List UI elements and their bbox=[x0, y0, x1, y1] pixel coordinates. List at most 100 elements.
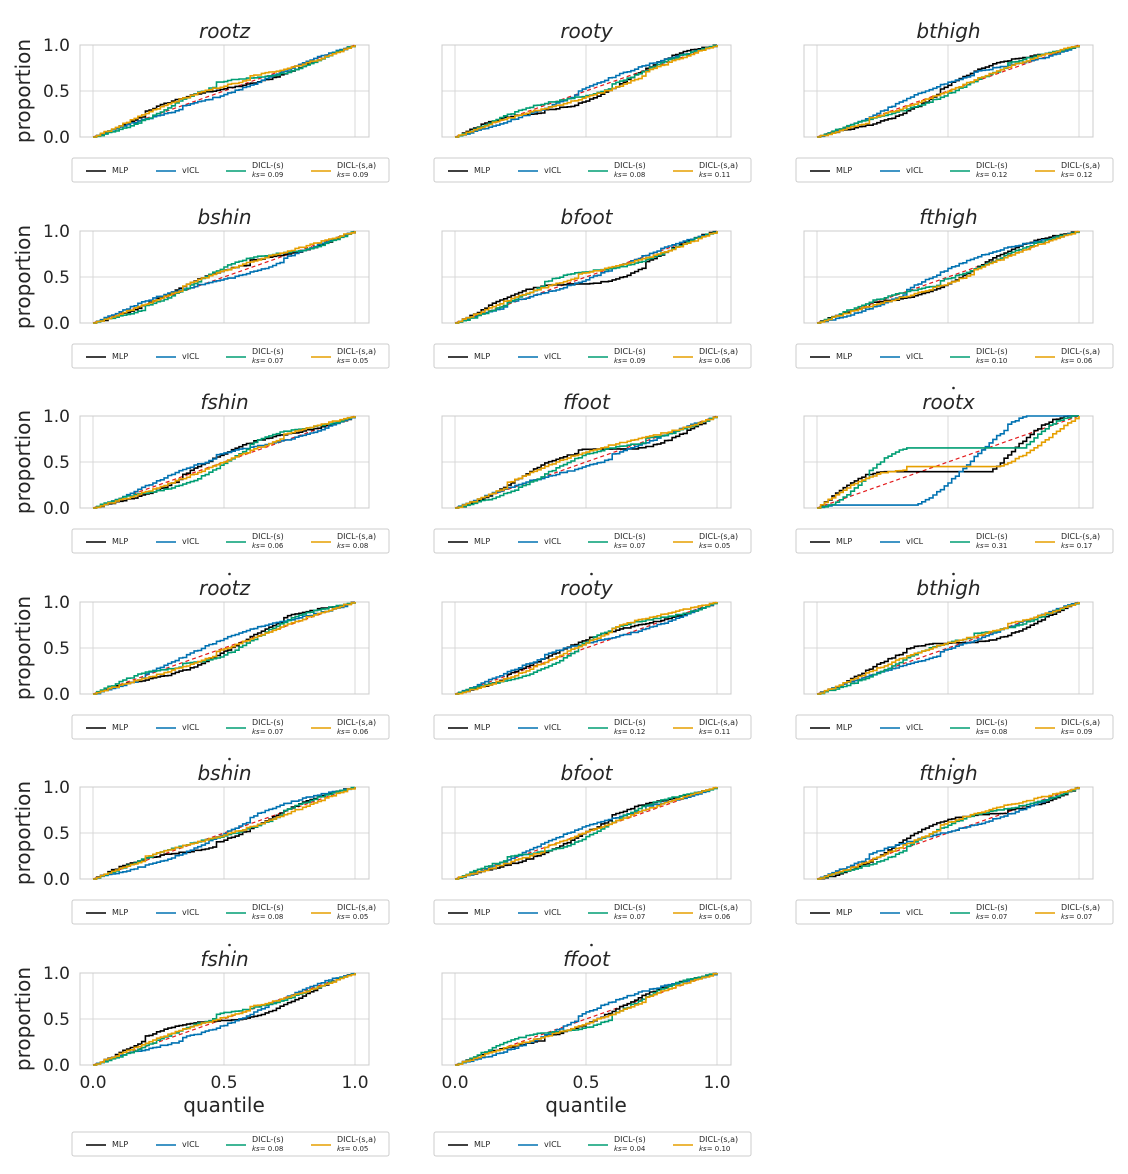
legend-label: DICL-(s) bbox=[252, 161, 284, 170]
legend-ks-value: ks= 0.12 bbox=[614, 728, 645, 736]
legend-frame bbox=[795, 157, 1114, 183]
axes-frame bbox=[79, 972, 370, 1066]
subplot-2: rooty MLP vICL DICL-(s)ks= 0.08 DICL-(s,a)ks… bbox=[433, 19, 752, 183]
reference-diagonal bbox=[454, 230, 718, 324]
legend-label: MLP bbox=[474, 352, 490, 361]
y-tick-label: 0.0 bbox=[43, 685, 70, 705]
legend-label: DICL-(s) bbox=[614, 718, 646, 727]
axes-frame bbox=[441, 786, 732, 880]
legend-ks-value: ks= 0.08 bbox=[337, 542, 368, 550]
subplot-title: rooty bbox=[560, 19, 614, 43]
x-tick-label: 1.0 bbox=[703, 1073, 730, 1093]
reference-diagonal bbox=[816, 415, 1080, 509]
subplot-6: fthigh MLP vICL DICL-(s)ks= 0.10 DICL-(s,a)k… bbox=[795, 205, 1114, 369]
x-tick-label: 0.0 bbox=[79, 1073, 106, 1093]
legend-label: DICL-(s,a) bbox=[337, 718, 376, 727]
series-line-vicl bbox=[93, 602, 356, 695]
legend-ks-value: ks= 0.05 bbox=[337, 913, 368, 921]
axes-frame bbox=[441, 44, 732, 138]
series-line-dicl-s-a- bbox=[455, 601, 718, 695]
subplot-title: bshin bbox=[197, 205, 251, 229]
legend-label: MLP bbox=[112, 537, 128, 546]
subplot-title: bshin bbox=[197, 761, 251, 785]
legend-label: DICL-(s,a) bbox=[699, 718, 738, 727]
legend-ks-value: ks= 0.07 bbox=[614, 913, 645, 921]
legend-label: DICL-(s,a) bbox=[1061, 903, 1100, 912]
series-line-dicl-s- bbox=[455, 787, 718, 880]
legend: MLP vICL DICL-(s)ks= 0.07 DICL-(s,a)ks= 0.0… bbox=[433, 899, 752, 925]
legend-label: vICL bbox=[544, 1140, 562, 1149]
y-tick-label: 0.0 bbox=[43, 128, 70, 148]
legend-label: DICL-(s,a) bbox=[1061, 161, 1100, 170]
legend-frame bbox=[433, 714, 752, 740]
subplot-title: fshin bbox=[200, 390, 248, 414]
axes-frame bbox=[803, 230, 1094, 324]
legend-label: DICL-(s,a) bbox=[699, 347, 738, 356]
legend-ks-value: ks= 0.08 bbox=[252, 1145, 283, 1153]
series-line-mlp bbox=[817, 415, 1079, 509]
y-tick-label: 1.0 bbox=[43, 222, 70, 242]
legend-frame bbox=[433, 157, 752, 183]
subplot-8: ffoot MLP vICL DICL-(s)ks= 0.07 DICL-(s,a)ks… bbox=[433, 390, 752, 554]
legend-frame bbox=[433, 1131, 752, 1157]
legend-ks-value: ks= 0.06 bbox=[1061, 357, 1093, 365]
legend-label: DICL-(s) bbox=[614, 532, 646, 541]
legend: MLP vICL DICL-(s)ks= 0.08 DICL-(s,a)ks= 0.0… bbox=[71, 899, 390, 925]
legend-frame bbox=[71, 899, 390, 925]
legend-ks-value: ks= 0.09 bbox=[614, 357, 645, 365]
legend-ks-value: ks= 0.06 bbox=[252, 542, 284, 550]
legend-label: DICL-(s) bbox=[252, 1135, 284, 1144]
derivative-dot-marker bbox=[228, 757, 231, 761]
y-tick-label: 1.0 bbox=[43, 407, 70, 427]
y-tick-label: 0.5 bbox=[43, 1010, 70, 1030]
x-tick-label: 1.0 bbox=[341, 1073, 368, 1093]
legend-ks-value: ks= 0.05 bbox=[337, 357, 368, 365]
legend-label: MLP bbox=[836, 723, 852, 732]
legend-frame bbox=[71, 343, 390, 369]
derivative-dot-marker bbox=[590, 572, 593, 576]
legend-label: DICL-(s) bbox=[976, 903, 1008, 912]
legend-ks-value: ks= 0.06 bbox=[699, 913, 731, 921]
series-line-dicl-s- bbox=[93, 602, 356, 695]
subplot-title: bthigh bbox=[916, 576, 980, 600]
legend-label: vICL bbox=[906, 537, 924, 546]
legend: MLP vICL DICL-(s)ks= 0.06 DICL-(s,a)ks= 0.0… bbox=[71, 528, 390, 554]
subplot-5: bfoot MLP vICL DICL-(s)ks= 0.09 DICL-(s,a)ks… bbox=[433, 205, 752, 369]
legend-label: MLP bbox=[112, 352, 128, 361]
legend-label: DICL-(s) bbox=[614, 347, 646, 356]
legend-label: MLP bbox=[112, 166, 128, 175]
legend-label: vICL bbox=[906, 166, 924, 175]
subplot-title: fthigh bbox=[919, 761, 978, 785]
legend-ks-value: ks= 0.08 bbox=[976, 728, 1007, 736]
legend-ks-value: ks= 0.04 bbox=[614, 1145, 646, 1153]
series-line-vicl bbox=[817, 415, 1079, 509]
axes-frame bbox=[441, 415, 732, 509]
y-tick-label: 1.0 bbox=[43, 778, 70, 798]
series-line-vicl bbox=[93, 416, 356, 509]
subplot-14: bfoot MLP vICL DICL-(s)ks= 0.07 DICL-(s,a)ks… bbox=[433, 757, 752, 925]
legend-label: vICL bbox=[182, 1140, 200, 1149]
series-line-dicl-s-a- bbox=[817, 787, 1080, 880]
legend-label: DICL-(s) bbox=[614, 1135, 646, 1144]
series-line-dicl-s-a- bbox=[455, 973, 718, 1066]
legend-ks-value: ks= 0.17 bbox=[1061, 542, 1092, 550]
legend-frame bbox=[433, 899, 752, 925]
legend-label: DICL-(s) bbox=[252, 532, 284, 541]
legend-ks-value: ks= 0.07 bbox=[252, 357, 283, 365]
series-line-dicl-s-a- bbox=[93, 416, 356, 509]
axes-frame bbox=[441, 601, 732, 695]
axes-frame bbox=[803, 44, 1094, 138]
derivative-dot-marker bbox=[228, 943, 231, 947]
axes-frame bbox=[803, 786, 1094, 880]
subplot-title: bthigh bbox=[916, 19, 980, 43]
legend-label: vICL bbox=[544, 166, 562, 175]
y-tick-label: 0.5 bbox=[43, 82, 70, 102]
legend-frame bbox=[71, 1131, 390, 1157]
legend-label: MLP bbox=[112, 908, 128, 917]
subplot-11: rooty MLP vICL DICL-(s)ks= 0.12 DICL-(s,a)ks… bbox=[433, 572, 752, 740]
legend-label: DICL-(s,a) bbox=[337, 1135, 376, 1144]
legend: MLP vICL DICL-(s)ks= 0.07 DICL-(s,a)ks= 0.0… bbox=[433, 528, 752, 554]
